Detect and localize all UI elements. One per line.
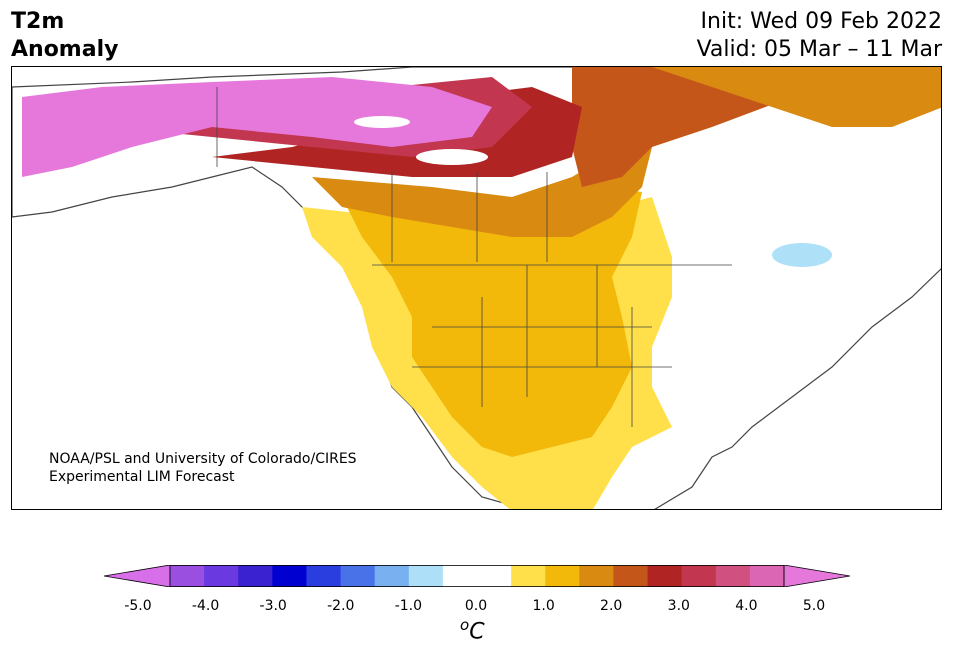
colorbar-segment [579, 565, 614, 587]
colorbar-segment [715, 565, 751, 587]
colorbar-segment [374, 565, 410, 587]
colorbar-segment [749, 565, 785, 587]
colorbar-segment [613, 565, 649, 587]
colorbar-tick-label: 0.0 [464, 598, 488, 614]
colorbar-segment [238, 565, 273, 587]
colorbar-ticks: -5.0 -4.0 -3.0 -2.0 -1.0 0.0 1.0 2.0 3.0 4.0 5.0 [0, 598, 953, 618]
colorbar-segment [306, 565, 342, 587]
colorbar-segment [272, 565, 307, 587]
valid-date: Valid: 05 Mar – 11 Mar [696, 37, 942, 62]
anomaly-magenta [22, 77, 492, 177]
unit-label: oC [460, 616, 485, 644]
colorbar-segment [340, 565, 376, 587]
colorbar-segment [647, 565, 683, 587]
anomaly-map [11, 66, 942, 510]
unit-celsius: C [469, 619, 485, 645]
colorbar-segment [511, 565, 546, 587]
colorbar-extend-high [783, 565, 850, 587]
anomaly-gold [342, 187, 642, 457]
colorbar-tick-label: 1.0 [532, 598, 555, 614]
colorbar-segment [408, 565, 444, 587]
anomaly-orange [312, 147, 652, 237]
colorbar-segment [204, 565, 239, 587]
title-line-1: T2m [11, 9, 65, 34]
colorbar-extend-low [104, 565, 171, 587]
colorbar-tick-label: 3.0 [667, 598, 690, 614]
colorbar-tick-label: -3.0 [259, 598, 287, 614]
map-title: T2m Anomaly [11, 8, 118, 64]
degree-symbol: o [460, 616, 470, 634]
anomaly-orange-ne [652, 67, 941, 127]
init-date: Init: Wed 09 Feb 2022 [700, 9, 942, 34]
colorbar [104, 565, 850, 587]
colorbar-outline [169, 565, 785, 587]
map-svg [12, 67, 941, 509]
colorbar-segment [170, 565, 205, 587]
lake-1 [354, 116, 410, 128]
credit-line-1: NOAA/PSL and University of Colorado/CIRE… [49, 451, 357, 467]
anomaly-lightblue [772, 243, 832, 267]
colorbar-tick-label: -4.0 [191, 598, 220, 614]
colorbar-segment [442, 565, 478, 587]
forecast-dates: Init: Wed 09 Feb 2022 Valid: 05 Mar – 11… [697, 8, 942, 64]
colorbar-tick-label: -5.0 [124, 598, 152, 614]
lake-2 [416, 149, 488, 165]
colorbar-tick-label: 2.0 [600, 598, 623, 614]
colorbar-tick-label: 4.0 [735, 598, 758, 614]
colorbar-tick-label: -2.0 [327, 598, 355, 614]
colorbar-segment [545, 565, 580, 587]
political-borders [216, 87, 732, 427]
anomaly-darkorange [572, 67, 792, 187]
colorbar-tick-label: 5.0 [802, 598, 826, 614]
title-line-2: Anomaly [11, 37, 119, 62]
colorbar-segment [477, 565, 512, 587]
credit-line-2: Experimental LIM Forecast [49, 469, 235, 485]
colorbar-segment [681, 565, 717, 587]
credit-text: NOAA/PSL and University of Colorado/CIRE… [49, 450, 357, 486]
colorbar-tick-label: -1.0 [394, 598, 423, 614]
